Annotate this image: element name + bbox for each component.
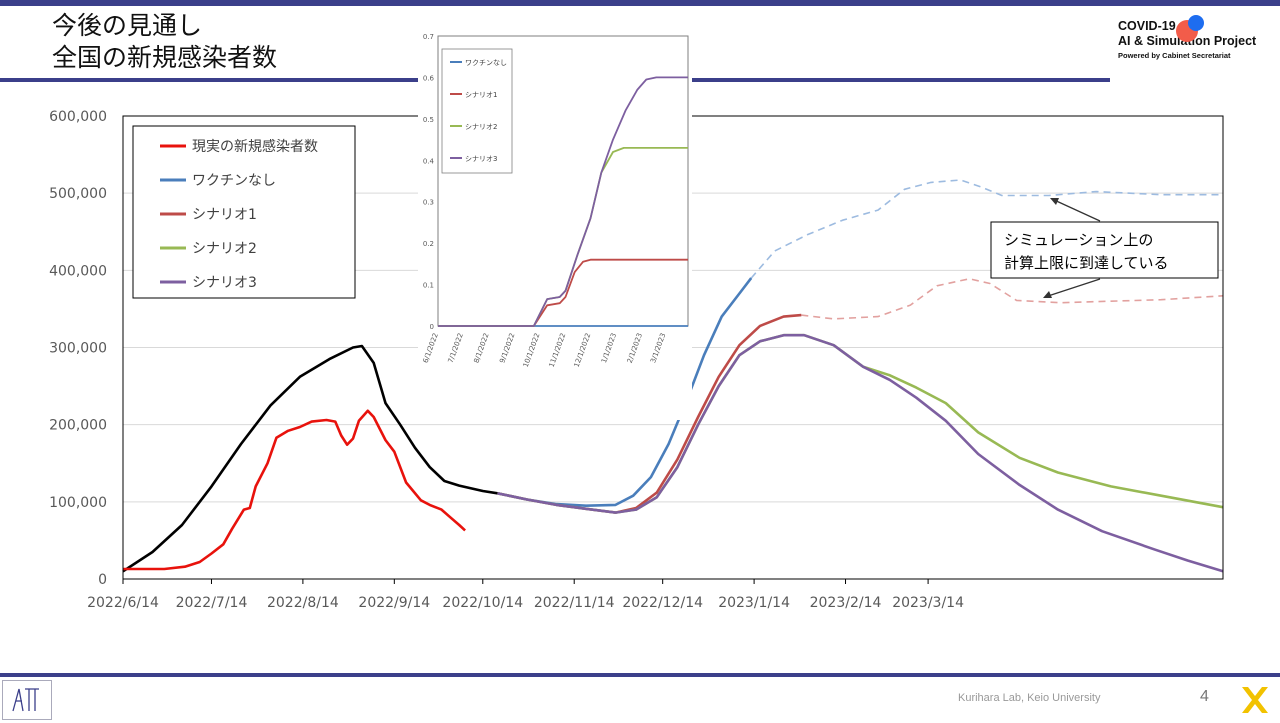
x-tick-label: 2022/12/14	[622, 595, 703, 611]
y-tick-label: 0	[98, 572, 107, 588]
x-tick-label: 2022/7/14	[176, 595, 248, 611]
y-tick-label: 300,000	[49, 341, 107, 357]
annotation-arrow-2	[1044, 278, 1101, 298]
inset-legend-label: シナリオ1	[465, 91, 497, 99]
inset-y-tick-label: 0	[430, 323, 434, 331]
y-tick-label: 600,000	[49, 109, 107, 125]
inset-legend-label: シナリオ2	[465, 123, 497, 131]
x-tick-label: 2023/3/14	[892, 595, 964, 611]
inset-series-line-scenario3	[438, 76, 688, 327]
page-title: 今後の見通し 全国の新規感染者数	[52, 10, 277, 74]
title-line-1: 今後の見通し	[52, 11, 203, 40]
lab-logo	[2, 680, 52, 720]
x-tick-label: 2023/2/14	[810, 595, 882, 611]
legend-frame	[132, 125, 356, 299]
inset-y-tick-label: 0.1	[423, 282, 434, 290]
series-layer	[122, 179, 1224, 573]
annotation-box	[990, 221, 1219, 279]
page-number: 4	[1200, 688, 1209, 705]
x-tick-label: 2022/10/14	[442, 595, 523, 611]
x-tick-label: 2022/11/14	[534, 595, 615, 611]
inset-y-tick-label: 0.4	[423, 157, 435, 165]
y-tick-label: 200,000	[49, 418, 107, 434]
inset-legend-frame	[441, 48, 513, 174]
legend-label: シナリオ3	[192, 275, 257, 291]
series-line-actual	[123, 409, 466, 571]
annotation-arrowhead-1	[1050, 198, 1059, 205]
inset-y-tick-label: 0.2	[423, 240, 434, 248]
x-tick-label: 2022/9/14	[358, 595, 430, 611]
footer-divider	[0, 673, 1280, 677]
annotation-arrow-1	[1051, 198, 1101, 222]
inset-legend-label: シナリオ3	[465, 155, 497, 163]
series-line-no-vaccine-cap	[750, 179, 1223, 279]
main-chart: 0 100,000 200,000 300,000 400,000 500,000 600,…	[49, 27, 1224, 611]
inset-series-line-scenario1	[438, 258, 688, 327]
axes-layer: 0 100,000 200,000 300,000 400,000 500,000 600,…	[49, 109, 1224, 611]
series-line-scenario1-cap	[801, 277, 1224, 320]
top-accent-bar	[0, 0, 1280, 6]
y-tick-label: 400,000	[49, 263, 107, 279]
y-tick-label: 500,000	[49, 186, 107, 202]
annotation-arrowhead-2	[1043, 291, 1052, 298]
annotation-line-2: 計算上限に到達している	[1004, 254, 1169, 272]
inset-y-tick-label: 0.5	[423, 116, 434, 124]
series-line-scenario3	[497, 333, 1224, 573]
legend-label: シナリオ1	[192, 207, 257, 223]
logo-line-1: COVID-19	[1118, 19, 1176, 33]
footer-lab-name: Kurihara Lab, Keio University	[958, 692, 1101, 704]
inset-y-tick-label: 0.7	[423, 33, 434, 41]
logo-line-3: Powered by Cabinet Secretariat	[1118, 51, 1231, 60]
lab-logo-icon	[12, 688, 39, 712]
x-tick-label: 2022/6/14	[87, 595, 159, 611]
x-tick-label: 2023/1/14	[718, 595, 790, 611]
series-line-past	[122, 344, 498, 573]
y-tick-label: 100,000	[49, 495, 107, 511]
legend-label: 現実の新規感染者数	[192, 138, 318, 155]
title-line-2: 全国の新規感染者数	[52, 43, 278, 72]
inset-y-tick-label: 0.6	[423, 74, 435, 82]
inset-legend-label: ワクチンなし	[465, 59, 507, 67]
inset-y-tick-label: 0.3	[423, 199, 434, 207]
project-logo: COVID-19 AI & Simulation Project Powered…	[1118, 15, 1278, 74]
logo-blue-dot	[1188, 15, 1204, 31]
x-logo-icon	[1238, 683, 1272, 717]
annotation-line-1: シミュレーション上の	[1004, 231, 1153, 249]
inset-chart: 00.10.20.30.40.50.60.76/1/2022 7/1/2022 8/…	[418, 27, 692, 420]
legend-label: ワクチンなし	[192, 173, 276, 189]
x-tick-label: 2022/8/14	[267, 595, 339, 611]
legend-label: シナリオ2	[192, 241, 257, 257]
